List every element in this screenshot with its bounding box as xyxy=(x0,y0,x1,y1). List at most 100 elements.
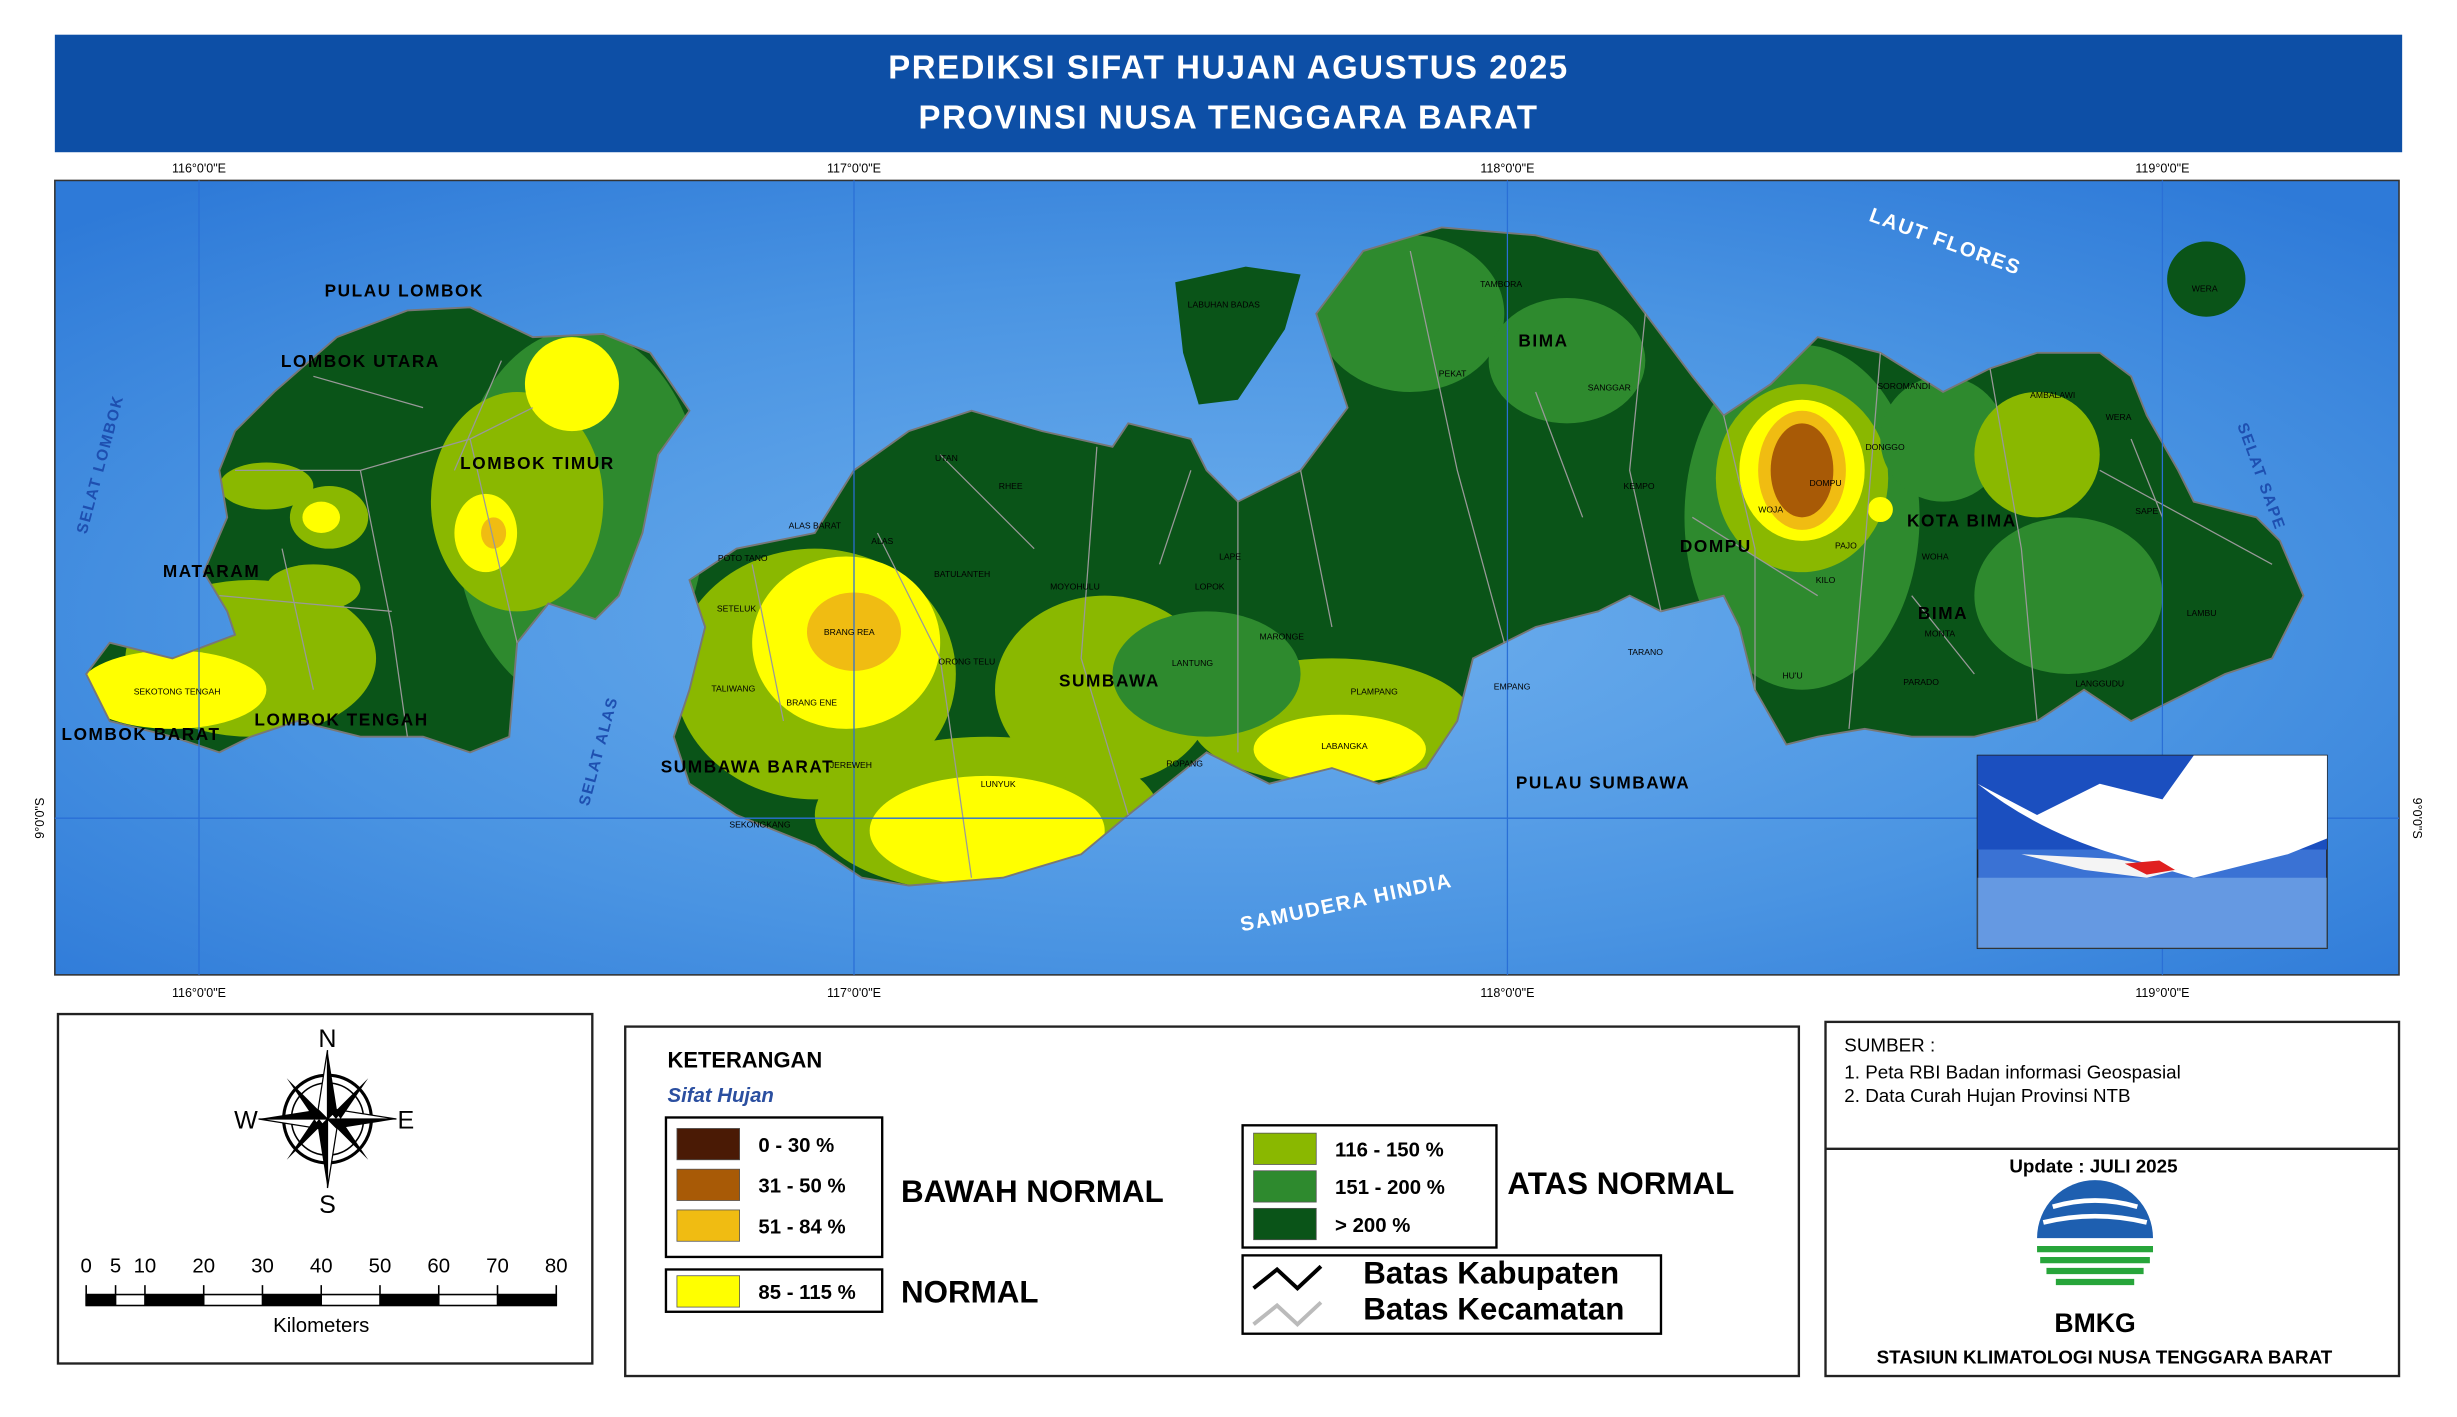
place-label: TALIWANG xyxy=(711,683,755,693)
place-label: BIMA xyxy=(1918,603,1968,623)
longitude-label: 117°0'0"E xyxy=(827,162,881,176)
legend-label: > 200 % xyxy=(1335,1215,1410,1237)
scale-tick-label: 80 xyxy=(545,1256,568,1278)
place-label: MATARAM xyxy=(163,561,260,581)
place-label: ALAS xyxy=(871,536,893,546)
legend-group-box xyxy=(664,1268,884,1313)
longitude-label: 118°0'0"E xyxy=(1480,986,1534,1000)
place-label: PULAU LOMBOK xyxy=(325,280,484,300)
legend-swatch xyxy=(1253,1207,1317,1241)
place-label: MARONGE xyxy=(1260,632,1305,642)
place-label: ORONG TELU xyxy=(938,657,995,667)
place-label: UTAN xyxy=(935,453,958,463)
place-label: LOPOK xyxy=(1195,581,1225,591)
place-label: ALAS BARAT xyxy=(789,520,842,530)
compass-south: S xyxy=(319,1191,336,1219)
scale-unit: Kilometers xyxy=(273,1315,369,1337)
update-label: Update : JULI 2025 xyxy=(2009,1155,2177,1176)
logo-text: BMKG xyxy=(2054,1308,2135,1338)
title: PROVINSI NUSA TENGGARA BARAT xyxy=(918,99,1538,136)
place-label: BIMA xyxy=(1518,331,1568,351)
legend-group-label: BAWAH NORMAL xyxy=(901,1174,1164,1209)
place-label: MONTA xyxy=(1925,628,1956,638)
legend-label: 116 - 150 % xyxy=(1335,1140,1444,1162)
place-label: SOROMANDI xyxy=(1877,381,1930,391)
legend-group-box xyxy=(1241,1124,1498,1249)
place-label: BATULANTEH xyxy=(934,569,990,579)
compass-north: N xyxy=(318,1025,336,1053)
legend-swatch xyxy=(1253,1132,1317,1165)
legend-label: 0 - 30 % xyxy=(758,1135,834,1157)
legend-title: KETERANGAN xyxy=(668,1047,823,1072)
place-label: EMPANG xyxy=(1494,682,1531,692)
latitude-label: 9°0'0"S xyxy=(2410,798,2424,839)
scale-tick-label: 20 xyxy=(192,1256,215,1278)
place-label: BRANG REA xyxy=(824,627,875,637)
place-label: LOMBOK UTARA xyxy=(281,351,440,371)
title: PREDIKSI SIFAT HUJAN AGUSTUS 2025 xyxy=(888,49,1568,86)
place-label: JEREWEH xyxy=(830,760,872,770)
place-label: TAMBORA xyxy=(1480,279,1522,289)
legend-group-label: ATAS NORMAL xyxy=(1507,1166,1734,1201)
scale-bar: 0 5 10 20 30 40 50 60 70 80 xyxy=(81,1256,568,1307)
boundary-label: Batas Kecamatan xyxy=(1363,1292,1624,1327)
place-label: LOMBOK TENGAH xyxy=(254,710,428,730)
place-label: WOHA xyxy=(1922,552,1949,562)
place-label: LAPE xyxy=(1219,552,1241,562)
legend-label: 85 - 115 % xyxy=(758,1282,855,1304)
place-label: LABANGKA xyxy=(1321,741,1368,751)
place-label: KILO xyxy=(1816,575,1836,585)
scale-tick-label: 50 xyxy=(369,1256,392,1278)
source-item: 2. Data Curah Hujan Provinsi NTB xyxy=(1844,1085,2130,1106)
scale-tick-label: 60 xyxy=(427,1256,450,1278)
place-label: POTO TANO xyxy=(718,553,768,563)
place-label: KEMPO xyxy=(1623,481,1654,491)
legend-group-label: NORMAL xyxy=(901,1274,1038,1309)
place-label: LANTUNG xyxy=(1172,658,1213,668)
compass-east: E xyxy=(397,1106,414,1134)
place-label: LUNYUK xyxy=(981,779,1016,789)
place-label: SUMBAWA xyxy=(1059,671,1160,691)
place-label: LOMBOK BARAT xyxy=(61,724,220,744)
place-label: LANGGUDU xyxy=(2075,679,2124,689)
boundary-symbol xyxy=(1252,1264,1323,1291)
place-label: WOJA xyxy=(1758,505,1783,515)
scale-tick-label: 70 xyxy=(486,1256,509,1278)
place-label: SETELUK xyxy=(717,603,756,613)
scale-tick-label: 30 xyxy=(251,1256,274,1278)
place-label: PARADO xyxy=(1903,677,1939,687)
place-label: PAJO xyxy=(1835,541,1857,551)
legend-swatch xyxy=(676,1168,740,1201)
longitude-label: 116°0'0"E xyxy=(172,986,226,1000)
compass-west: W xyxy=(234,1106,258,1134)
legend-swatch xyxy=(676,1128,740,1161)
legend-swatch xyxy=(1253,1170,1317,1203)
longitude-label: 117°0'0"E xyxy=(827,986,881,1000)
legend-label: 151 - 200 % xyxy=(1335,1177,1445,1199)
longitude-label: 116°0'0"E xyxy=(172,162,226,176)
scale-tick-label: 40 xyxy=(310,1256,333,1278)
source-item: 1. Peta RBI Badan informasi Geospasial xyxy=(1844,1061,2180,1082)
scale-segment xyxy=(262,1294,322,1306)
place-label: WERA xyxy=(2106,412,2132,422)
station-name: STASIUN KLIMATOLOGI NUSA TENGGARA BARAT xyxy=(1877,1346,2333,1367)
place-label: DONGGO xyxy=(1865,442,1905,452)
legend-box xyxy=(624,1025,1801,1378)
scale-tick-label: 0 xyxy=(81,1256,92,1278)
place-label: PEKAT xyxy=(1439,368,1467,378)
place-label: SEKONGKANG xyxy=(729,820,791,830)
place-label: AMBALAWI xyxy=(2030,390,2075,400)
boundary-symbol xyxy=(1252,1300,1323,1327)
place-label: ROPANG xyxy=(1166,758,1203,768)
place-label: PLAMPANG xyxy=(1351,686,1399,696)
latitude-label: 9°0'0"S xyxy=(33,798,47,839)
place-label: LABUHAN BADAS xyxy=(1188,299,1261,309)
longitude-label: 119°0'0"E xyxy=(2135,162,2189,176)
scale-segment xyxy=(86,1294,116,1306)
scale-tick-label: 10 xyxy=(134,1256,157,1278)
place-label: DOMPU xyxy=(1680,536,1752,556)
place-label: MOYOHULU xyxy=(1050,581,1100,591)
scale-tick-label: 5 xyxy=(110,1256,121,1278)
district-boundaries xyxy=(85,226,2305,887)
